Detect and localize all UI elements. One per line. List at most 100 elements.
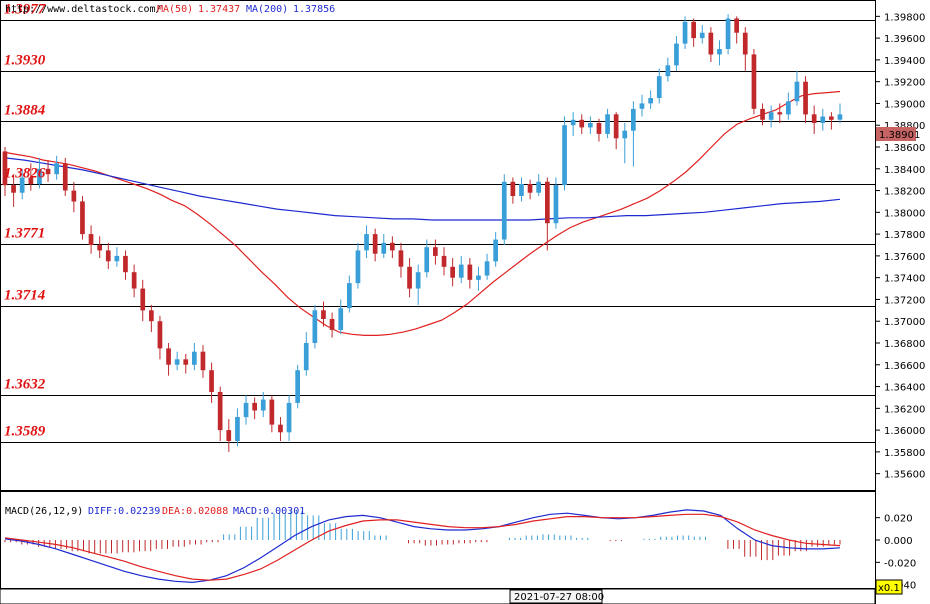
candle xyxy=(183,353,189,374)
candle-body xyxy=(467,264,473,280)
candle xyxy=(656,68,662,104)
candle-body xyxy=(760,108,765,120)
zoom-label: x0.1 xyxy=(878,583,900,594)
candle-body xyxy=(811,114,817,123)
axis-tick-label: 1.38000 xyxy=(884,208,925,219)
source-url[interactable]: http://www.deltastock.com/ xyxy=(5,4,162,15)
macd-dea-line xyxy=(4,513,841,581)
candle-body xyxy=(235,417,240,441)
candle xyxy=(226,419,232,452)
candle-body xyxy=(372,234,378,254)
candle xyxy=(596,118,602,142)
candle-body xyxy=(450,266,455,278)
axis-tick-label: 1.37800 xyxy=(884,230,925,241)
level-label: 1.3632 xyxy=(4,377,46,393)
candle xyxy=(295,364,300,409)
candle xyxy=(476,266,481,291)
candle xyxy=(278,417,283,441)
candle-body xyxy=(54,163,59,175)
axis-tick-label: 1.36200 xyxy=(884,404,925,415)
candle xyxy=(742,27,748,71)
candle xyxy=(786,92,791,120)
candle-body xyxy=(458,264,464,278)
candle xyxy=(407,258,412,298)
candle-body xyxy=(123,255,128,273)
candle-body xyxy=(329,319,335,330)
candle-body xyxy=(105,250,111,262)
candle xyxy=(105,242,111,269)
candle-body xyxy=(631,108,636,131)
candle-body xyxy=(260,399,266,411)
candle-body xyxy=(415,272,421,289)
candle xyxy=(837,103,843,124)
candle xyxy=(97,236,102,259)
candle xyxy=(588,116,593,134)
candle xyxy=(553,177,559,229)
axis-tick-label: 1.36400 xyxy=(884,383,925,394)
candle xyxy=(2,147,8,196)
candle-body xyxy=(424,247,430,273)
candle xyxy=(450,258,455,287)
candle-body xyxy=(407,266,412,289)
price-axis: 1.35600 1.35800 1.36000 1.36200 1.36400 1.366… xyxy=(875,12,925,481)
candle-body xyxy=(613,114,619,139)
candle xyxy=(398,242,404,278)
candle-body xyxy=(157,321,163,349)
candle-body xyxy=(596,123,602,134)
axis-tick-label: 1.36800 xyxy=(884,339,925,350)
candle xyxy=(510,177,516,204)
axis-tick-label: 1.35600 xyxy=(884,470,925,481)
candle-body xyxy=(691,21,696,39)
candle xyxy=(433,239,438,265)
candle-body xyxy=(674,43,679,66)
candle xyxy=(648,90,653,109)
macd-axis-tick-label: 0.000 xyxy=(884,536,913,547)
ma50-value: 1.37437 xyxy=(198,4,240,15)
axis-tick-label: 1.36600 xyxy=(884,361,925,372)
candle-body xyxy=(820,116,826,123)
candle xyxy=(149,304,154,333)
candle xyxy=(157,315,163,360)
candle xyxy=(777,103,783,124)
candle-body xyxy=(829,116,834,120)
macd-axis-tick-label: 0.020 xyxy=(884,514,913,525)
candle-body xyxy=(2,151,8,186)
axis-tick-label: 1.38400 xyxy=(884,165,925,176)
time-axis-bar xyxy=(0,588,876,604)
candle xyxy=(28,163,34,191)
time-label-box[interactable] xyxy=(509,589,603,604)
candle xyxy=(501,174,507,245)
candle-body xyxy=(390,242,395,251)
candle xyxy=(71,181,77,213)
candle-body xyxy=(777,112,783,115)
candle xyxy=(390,236,395,259)
candle-body xyxy=(648,98,653,104)
moving-averages xyxy=(4,90,841,336)
candle-body xyxy=(570,119,576,126)
candle xyxy=(131,264,137,298)
candle-body xyxy=(545,181,550,224)
ma200-value: 1.37856 xyxy=(293,4,335,15)
candle xyxy=(217,386,223,441)
candle xyxy=(37,157,42,189)
zoom-badge[interactable] xyxy=(875,579,903,595)
candle xyxy=(192,343,197,371)
candle-body xyxy=(252,402,257,411)
candle-body xyxy=(62,163,68,191)
macd-value-label: MACD:0.00301 xyxy=(233,506,305,517)
current-price-tag xyxy=(876,127,916,141)
candle-body xyxy=(622,130,628,139)
candle xyxy=(80,196,85,240)
candle xyxy=(286,395,292,441)
candle xyxy=(45,160,51,182)
candle-body xyxy=(441,255,447,267)
candle-body xyxy=(80,201,85,235)
candle-body xyxy=(37,168,42,184)
candle xyxy=(811,105,817,134)
candle xyxy=(527,179,533,200)
candle-body xyxy=(19,177,25,193)
candle-body xyxy=(269,399,275,425)
candle xyxy=(613,112,619,150)
